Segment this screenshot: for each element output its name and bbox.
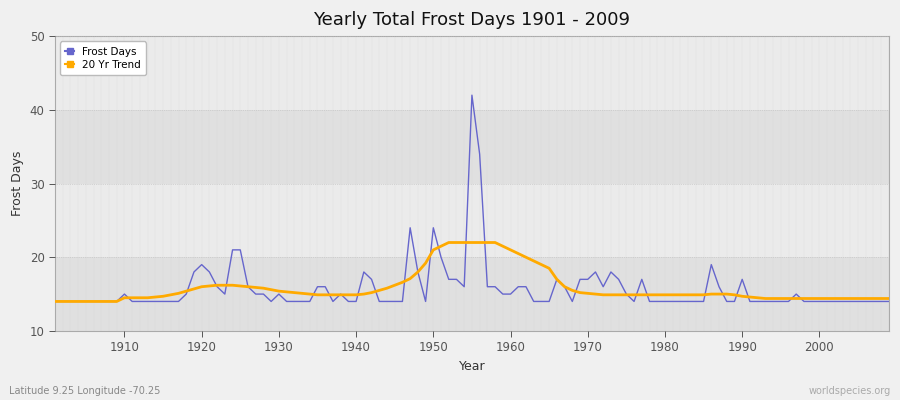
Y-axis label: Frost Days: Frost Days bbox=[11, 151, 24, 216]
Text: Latitude 9.25 Longitude -70.25: Latitude 9.25 Longitude -70.25 bbox=[9, 386, 160, 396]
Text: worldspecies.org: worldspecies.org bbox=[809, 386, 891, 396]
X-axis label: Year: Year bbox=[459, 360, 485, 373]
Bar bbox=[55, 110, 889, 184]
Bar bbox=[55, 257, 889, 331]
Bar bbox=[55, 184, 889, 257]
Legend: Frost Days, 20 Yr Trend: Frost Days, 20 Yr Trend bbox=[60, 42, 146, 75]
Title: Yearly Total Frost Days 1901 - 2009: Yearly Total Frost Days 1901 - 2009 bbox=[313, 11, 630, 29]
Bar bbox=[55, 36, 889, 110]
